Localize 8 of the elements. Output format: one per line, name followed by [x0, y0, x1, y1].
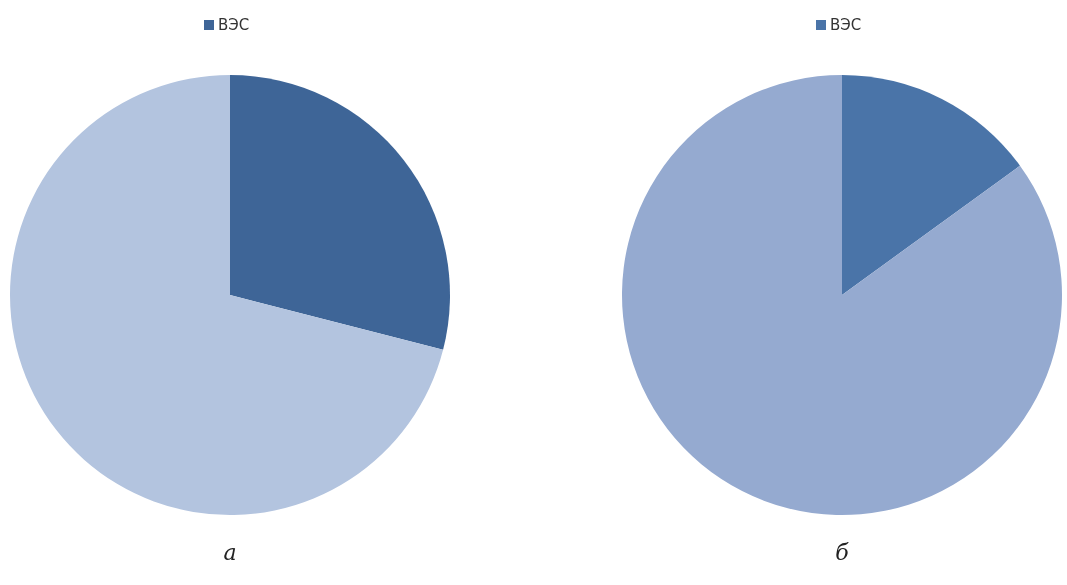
pie-slice [10, 75, 444, 515]
text: б [835, 540, 850, 565]
pie-slice [622, 75, 1062, 515]
text: а [223, 540, 237, 565]
legend-label: ВЭС [830, 16, 862, 34]
legend-label: ВЭС [218, 16, 250, 34]
pie-slice [230, 75, 450, 350]
pie-slice [842, 75, 1020, 295]
